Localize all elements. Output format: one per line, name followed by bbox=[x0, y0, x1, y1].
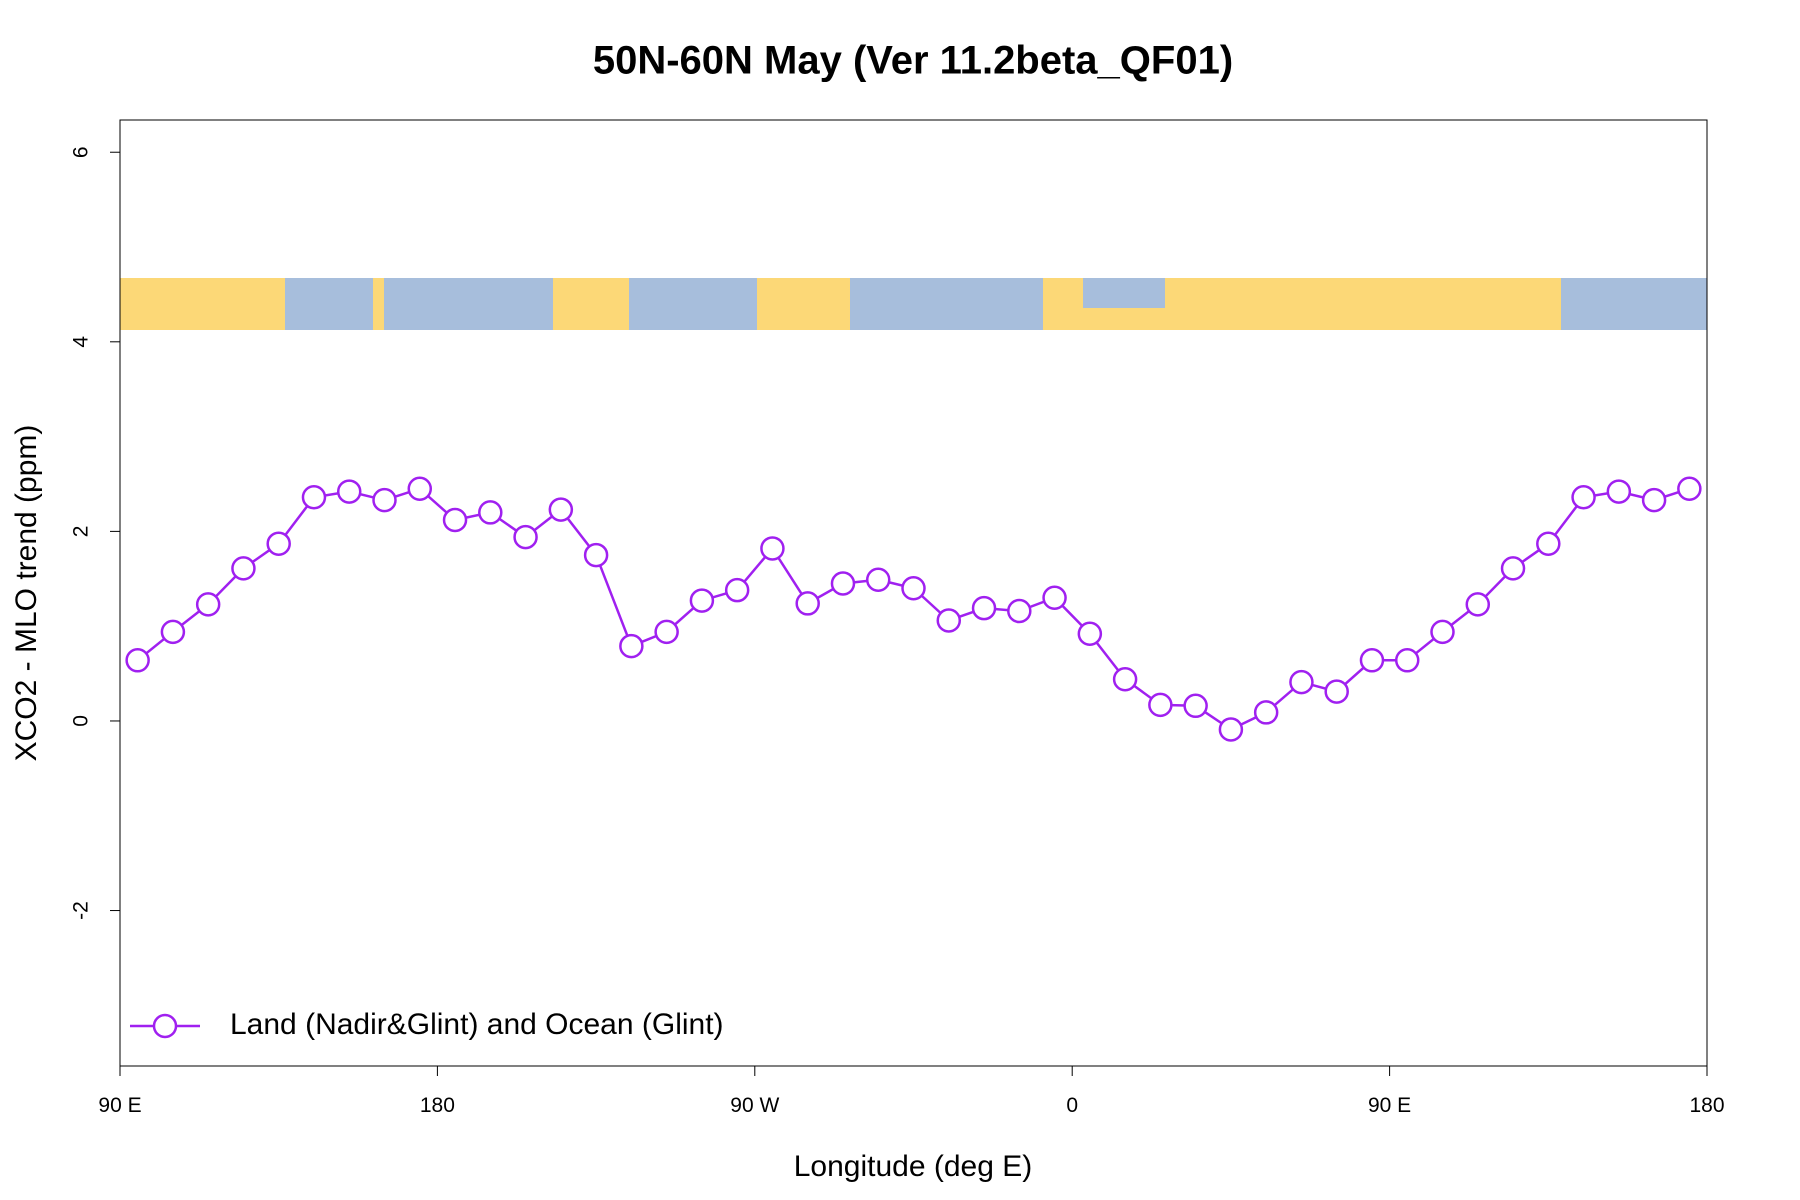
data-point bbox=[1500, 556, 1526, 581]
data-point bbox=[1606, 479, 1632, 504]
data-point bbox=[1183, 693, 1208, 719]
data-point bbox=[442, 507, 468, 533]
data-point bbox=[795, 591, 820, 616]
data-point bbox=[830, 571, 856, 596]
data-point bbox=[266, 531, 291, 556]
y-tick-label: 6 bbox=[70, 146, 93, 158]
x-tick-label: 180 bbox=[1689, 1094, 1724, 1117]
data-point bbox=[1253, 700, 1279, 725]
data-point bbox=[1112, 667, 1138, 692]
x-tick-label: 0 bbox=[1066, 1094, 1078, 1117]
data-point bbox=[1289, 669, 1314, 695]
map-ocean bbox=[850, 278, 1043, 330]
data-point bbox=[1042, 585, 1067, 610]
map-ocean bbox=[1083, 278, 1165, 308]
data-point bbox=[901, 576, 926, 601]
data-point bbox=[724, 577, 750, 603]
data-point bbox=[689, 588, 715, 613]
map-ocean bbox=[1561, 278, 1707, 330]
map-strip bbox=[120, 278, 1707, 330]
map-ocean bbox=[629, 278, 757, 330]
data-point bbox=[125, 648, 150, 673]
data-point bbox=[1430, 619, 1455, 645]
data-point bbox=[1218, 717, 1244, 742]
data-point bbox=[1359, 648, 1385, 673]
data-point bbox=[865, 567, 891, 592]
x-axis-label: Longitude (deg E) bbox=[794, 1150, 1033, 1183]
data-point bbox=[336, 479, 362, 504]
data-point bbox=[160, 619, 186, 645]
data-point bbox=[1077, 621, 1103, 647]
y-axis-label: XCO2 - MLO trend (ppm) bbox=[10, 425, 43, 762]
x-tick-label: 90 E bbox=[1368, 1094, 1411, 1117]
data-point bbox=[654, 619, 679, 645]
x-tick-label: 180 bbox=[420, 1094, 455, 1117]
y-tick-label: 4 bbox=[70, 336, 93, 348]
legend-marker bbox=[152, 1013, 178, 1039]
map-ocean bbox=[384, 278, 553, 330]
data-point bbox=[1677, 476, 1702, 501]
data-point bbox=[231, 556, 256, 581]
data-point bbox=[1007, 598, 1032, 624]
data-point bbox=[1148, 692, 1173, 718]
y-tick-label: -2 bbox=[70, 901, 93, 920]
x-tick-label: 90 E bbox=[98, 1094, 141, 1117]
data-point bbox=[1571, 485, 1596, 510]
data-point bbox=[195, 592, 221, 617]
data-point bbox=[760, 536, 785, 561]
data-point bbox=[372, 487, 397, 513]
y-tick-label: 2 bbox=[70, 526, 93, 538]
data-point bbox=[971, 595, 997, 621]
data-point bbox=[478, 500, 503, 525]
data-point bbox=[936, 608, 962, 633]
data-point bbox=[1536, 531, 1561, 556]
y-tick-label: 0 bbox=[70, 715, 93, 727]
data-point bbox=[1324, 679, 1349, 704]
plot-frame bbox=[119, 119, 1708, 1067]
data-point bbox=[583, 542, 609, 568]
legend-label: Land (Nadir&Glint) and Ocean (Glint) bbox=[230, 1008, 724, 1041]
data-point bbox=[1394, 648, 1420, 673]
data-point bbox=[301, 485, 327, 510]
data-point bbox=[548, 497, 574, 522]
data-point bbox=[619, 633, 644, 659]
data-point bbox=[1641, 487, 1667, 513]
data-point bbox=[513, 524, 538, 550]
map-ocean bbox=[285, 278, 373, 330]
chart-title: 50N-60N May (Ver 11.2beta_QF01) bbox=[593, 39, 1233, 83]
data-point bbox=[1465, 592, 1491, 617]
data-point bbox=[407, 476, 433, 501]
x-tick-label: 90 W bbox=[730, 1094, 779, 1117]
